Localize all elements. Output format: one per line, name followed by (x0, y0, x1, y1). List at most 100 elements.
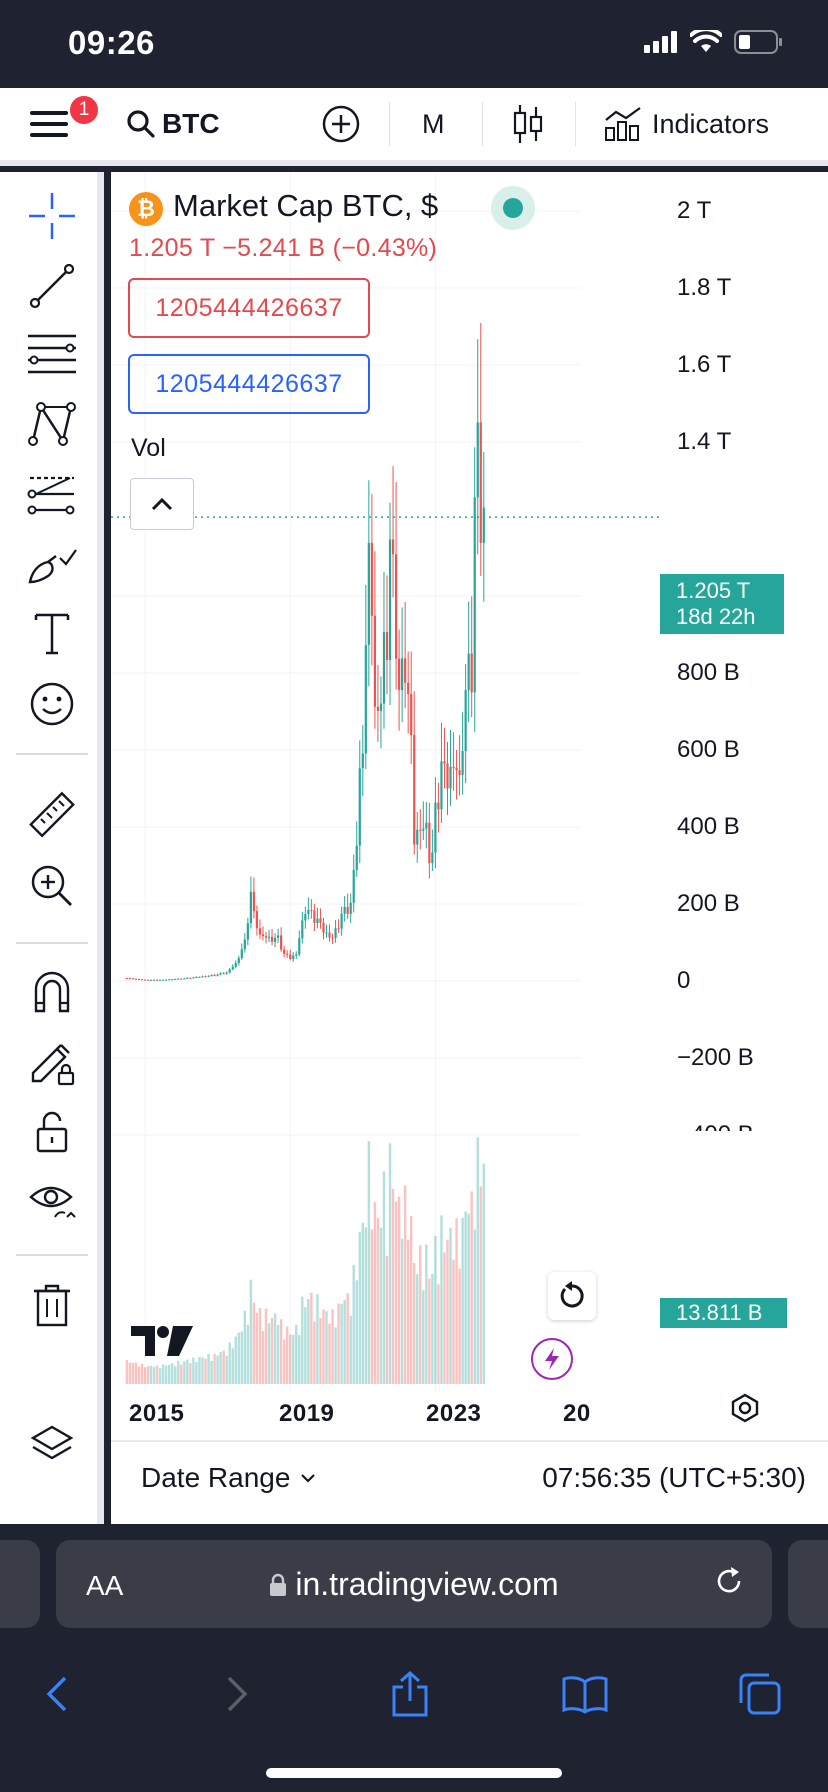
timezone-clock[interactable]: 07:56:35 (UTC+5:30) (542, 1462, 806, 1493)
volume-bar (464, 1211, 467, 1384)
symbol-title[interactable]: Market Cap BTC, $ (173, 188, 439, 223)
volume-bar (473, 1229, 476, 1384)
smiley-icon (30, 682, 74, 726)
volume-bar (189, 1363, 192, 1384)
candle-body (443, 761, 446, 764)
candle-body (165, 979, 168, 981)
reload-button[interactable] (712, 1564, 746, 1603)
candle-body (210, 975, 213, 977)
candle-body (222, 973, 225, 975)
collapse-legend-button[interactable] (130, 478, 194, 530)
trend-line-icon (29, 263, 75, 309)
fib-lines-icon (28, 334, 76, 374)
candle-body (422, 828, 425, 831)
text-size-button[interactable]: AA (86, 1570, 124, 1601)
symbol-search-button[interactable]: BTC (126, 88, 220, 160)
forecast-tool[interactable] (22, 464, 82, 524)
eye-icon (29, 1186, 76, 1218)
cellular-signal-icon (644, 31, 677, 53)
previous-tab-preview[interactable] (0, 1540, 40, 1628)
candle-body (319, 918, 322, 923)
indicators-button[interactable]: Indicators (604, 88, 769, 160)
candle-body (322, 922, 325, 933)
back-button[interactable] (18, 1654, 98, 1734)
candle-body (261, 934, 265, 937)
reset-chart-button[interactable] (548, 1272, 596, 1320)
chart-type-button[interactable] (512, 88, 544, 160)
fib-retracement-tool[interactable] (22, 324, 82, 384)
bookmarks-button[interactable] (545, 1654, 625, 1734)
volume-bar (140, 1364, 144, 1384)
time-axis-label: 20 (563, 1400, 591, 1427)
address-bar[interactable]: AA in.tradingview.com (56, 1540, 772, 1628)
interval-button[interactable]: M (422, 108, 445, 139)
candle-body (407, 682, 410, 695)
candle-body (349, 902, 352, 914)
compare-symbol-button[interactable] (322, 88, 360, 160)
candle-body (346, 906, 349, 914)
flash-offer-button[interactable] (531, 1338, 573, 1380)
zoom-in-tool[interactable] (22, 856, 82, 916)
emoji-tool[interactable] (22, 674, 82, 734)
brush-tool[interactable] (22, 534, 82, 594)
volume-bar (382, 1171, 386, 1384)
market-status-icon[interactable] (491, 186, 535, 230)
candle-body (192, 977, 195, 979)
price-chart-svg[interactable] (111, 172, 828, 1440)
candle-body (225, 972, 228, 974)
next-tab-preview[interactable] (788, 1540, 828, 1628)
candle-body (391, 539, 395, 555)
volume-bar (437, 1284, 440, 1384)
text-tool[interactable] (22, 604, 82, 664)
volume-bar (440, 1215, 443, 1384)
forward-button[interactable] (196, 1654, 276, 1734)
crosshair-tool[interactable] (22, 186, 82, 246)
volume-bar (225, 1355, 228, 1384)
menu-button[interactable] (30, 88, 74, 160)
share-button[interactable] (370, 1654, 450, 1734)
candle-body (273, 937, 277, 942)
volume-value-tag: 13.811 B (660, 1298, 787, 1328)
candle-body (216, 974, 219, 976)
hide-drawings-tool[interactable] (22, 1172, 82, 1232)
ios-status-bar: 09:26 (0, 0, 828, 88)
candle-body (461, 751, 464, 775)
unlock-tool[interactable] (22, 1102, 82, 1162)
candle-body (237, 958, 240, 964)
trend-line-tool[interactable] (22, 256, 82, 316)
date-range-button[interactable]: Date Range (141, 1462, 316, 1494)
volume-bar (416, 1274, 419, 1384)
candle-body (143, 979, 147, 981)
volume-legend-label[interactable]: Vol (131, 434, 166, 462)
drawing-toolbar (0, 172, 104, 1524)
candle-body (131, 978, 134, 980)
current-price-tag: 1.205 T 18d 22h (660, 574, 784, 634)
tv-logo-icon (131, 1326, 193, 1356)
measure-tool[interactable] (22, 786, 82, 846)
volume-bar (355, 1280, 358, 1384)
zoom-in-icon (31, 865, 72, 906)
candle-body (343, 906, 346, 914)
pattern-tool[interactable] (22, 394, 82, 454)
chart-toolbar: 1 BTC M Indicators (0, 88, 828, 166)
chart-settings-button[interactable] (729, 1392, 761, 1429)
lock-drawings-tool[interactable] (22, 1032, 82, 1092)
chart-pane[interactable]: ₿ Market Cap BTC, $ 1.205 T −5.241 B (−0… (111, 172, 828, 1524)
chevron-right-icon (227, 1676, 248, 1712)
status-time: 09:26 (68, 24, 155, 61)
tabs-button[interactable] (720, 1654, 800, 1734)
candle-body (146, 979, 150, 981)
volume-bar (177, 1361, 180, 1384)
volume-bar (307, 1299, 310, 1384)
tradingview-logo[interactable] (131, 1324, 195, 1363)
toolbar-divider (389, 102, 390, 146)
volume-bar (461, 1217, 464, 1384)
add-circle-icon (322, 105, 360, 143)
candle-body (168, 979, 171, 981)
volume-bar (234, 1336, 237, 1384)
delete-drawings-tool[interactable] (22, 1276, 82, 1336)
candle-body (482, 507, 485, 543)
symbol-label: BTC (162, 108, 220, 139)
object-tree-tool[interactable] (22, 1416, 82, 1476)
magnet-tool[interactable] (22, 962, 82, 1022)
